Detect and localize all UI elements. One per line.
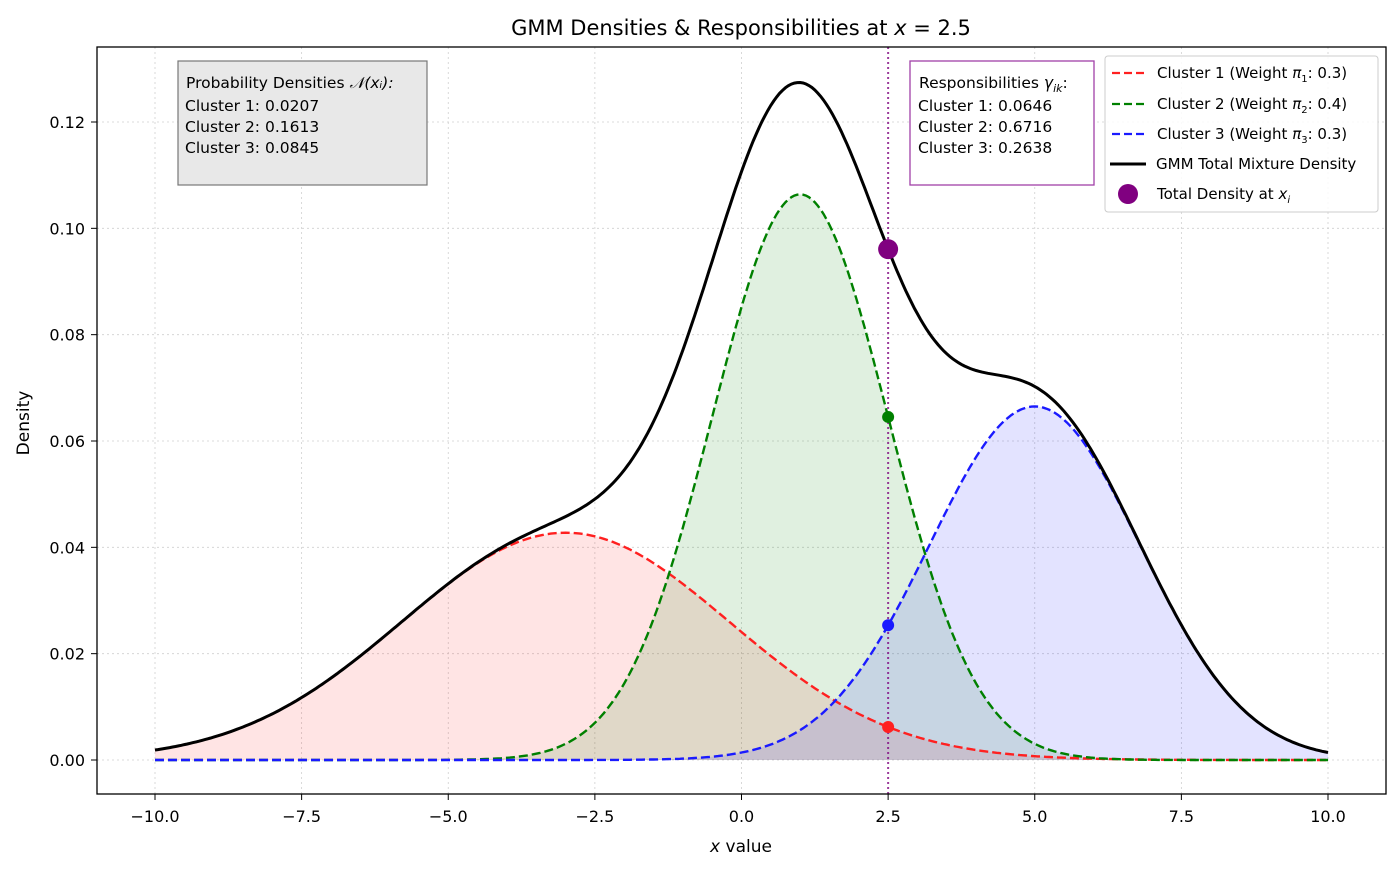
cluster-2-point-marker (882, 410, 895, 423)
x-tick-label: 2.5 (875, 807, 900, 826)
y-tick-label: 0.12 (49, 113, 85, 132)
cluster-1-point-marker (882, 720, 895, 733)
legend-label-marker: Total Density at xi (1156, 185, 1290, 206)
y-tick-label: 0.08 (49, 326, 85, 345)
y-tick-label: 0.04 (49, 538, 85, 557)
total-density-curve (154, 80, 1329, 754)
y-tick-label: 0.10 (49, 219, 85, 238)
legend-label-cluster-1: Cluster 1 (Weight π1: 0.3) (1157, 64, 1347, 85)
responsibilities-box-line-1: Cluster 1: 0.0646 (918, 97, 1052, 115)
y-tick-label: 0.00 (49, 751, 85, 770)
responsibilities-annotation-box: Responsibilities γik: Cluster 1: 0.0646 … (909, 60, 1095, 186)
x-tick-label: 10.0 (1310, 807, 1346, 826)
total-density-point-marker (878, 239, 899, 260)
legend: Cluster 1 (Weight π1: 0.3) Cluster 2 (We… (1104, 55, 1379, 213)
densities-box-line-3: Cluster 3: 0.0845 (185, 139, 319, 157)
legend-label-cluster-3: Cluster 3 (Weight π3: 0.3) (1157, 125, 1347, 146)
legend-swatch-marker (1118, 184, 1138, 204)
cluster-3-point-marker (882, 619, 895, 632)
y-tick-label: 0.06 (49, 432, 85, 451)
density-curves (154, 80, 1329, 762)
cluster-1-fill (155, 532, 1328, 760)
x-axis-ticks: −10.0 −7.5 −5.0 −2.5 0.0 2.5 5.0 7.5 10.0 (130, 794, 1346, 826)
legend-label-cluster-2: Cluster 2 (Weight π2: 0.4) (1157, 95, 1347, 116)
density-markers (878, 239, 899, 733)
densities-box-heading: Probability Densities 𝒩(xᵢ): (186, 74, 394, 92)
densities-box-line-2: Cluster 2: 0.1613 (185, 118, 319, 136)
responsibilities-box-line-3: Cluster 3: 0.2638 (918, 139, 1052, 157)
chart-title: GMM Densities & Responsibilities at x = … (511, 16, 971, 40)
cluster-3-fill (155, 406, 1328, 760)
responsibilities-box-heading: Responsibilities γik: (919, 74, 1068, 95)
y-tick-label: 0.02 (49, 645, 85, 664)
x-tick-label: −2.5 (575, 807, 614, 826)
x-tick-label: 0.0 (729, 807, 754, 826)
y-axis-ticks: 0.00 0.02 0.04 0.06 0.08 0.10 0.12 (49, 113, 97, 770)
densities-box-bg (177, 60, 428, 186)
y-axis-label: Density (14, 391, 34, 456)
x-tick-label: −10.0 (130, 807, 179, 826)
responsibilities-box-bg (909, 60, 1095, 186)
densities-annotation-box: Probability Densities 𝒩(xᵢ): Cluster 1: … (177, 60, 428, 186)
x-tick-label: −7.5 (282, 807, 321, 826)
x-tick-label: 5.0 (1022, 807, 1047, 826)
legend-box (1104, 55, 1379, 213)
cluster-fills (155, 194, 1328, 760)
cluster-3-curve (155, 405, 1329, 762)
cluster-2-fill (155, 194, 1328, 760)
x-axis-label: x value (709, 837, 772, 857)
densities-box-line-1: Cluster 1: 0.0207 (185, 97, 319, 115)
x-tick-label: −5.0 (429, 807, 468, 826)
responsibilities-box-line-2: Cluster 2: 0.6716 (918, 118, 1052, 136)
x-tick-label: 7.5 (1169, 807, 1194, 826)
legend-label-total: GMM Total Mixture Density (1156, 155, 1356, 173)
